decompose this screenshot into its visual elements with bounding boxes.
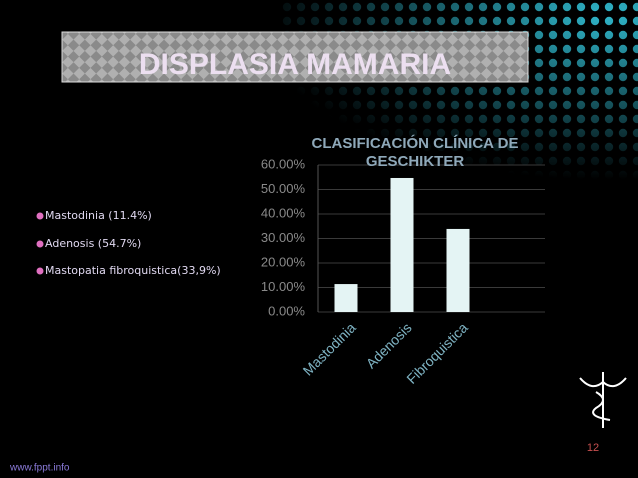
y-tick-label: 0.00% [268, 303, 305, 318]
slide-title: DISPLASIA MAMARIA [139, 48, 451, 81]
bullet-dot [36, 212, 44, 220]
y-tick-label: 20.00% [261, 254, 306, 269]
footer: www.fppt.info [9, 463, 70, 474]
x-tick-label: Fibroquistica [403, 319, 471, 387]
x-tick-label: Adenosis [363, 319, 415, 371]
y-tick-label: 50.00% [261, 181, 306, 196]
bullet: Adenosis (54.7%) [45, 237, 141, 250]
x-tick-label: Mastodinia [300, 319, 359, 378]
y-tick-label: 10.00% [261, 279, 306, 294]
bar [334, 284, 358, 312]
caduceus [579, 372, 627, 428]
y-tick-label: 60.00% [261, 156, 306, 171]
header-box [61, 31, 529, 83]
bar [446, 228, 470, 312]
bar [390, 177, 414, 312]
page-number: 12 [587, 442, 599, 454]
bullets: Mastodinia (11.4%) Adenosis (54.7%) Mast… [36, 209, 221, 277]
y-tick-label: 40.00% [261, 205, 306, 220]
bullet-dot [36, 267, 44, 275]
chart-title: CLASIFICACIÓN CLÍNICA DE GESCHIKTER [311, 135, 519, 170]
bullet-dot [36, 240, 44, 248]
y-tick-label: 30.00% [261, 230, 306, 245]
bullet: Mastodinia (11.4%) [45, 209, 152, 222]
bullet: Mastopatia fibroquistica(33,9%) [45, 264, 221, 277]
